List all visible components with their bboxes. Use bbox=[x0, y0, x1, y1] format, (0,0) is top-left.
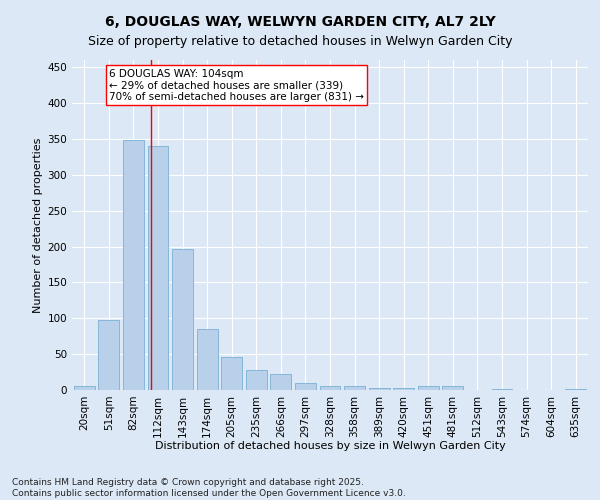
Text: Size of property relative to detached houses in Welwyn Garden City: Size of property relative to detached ho… bbox=[88, 35, 512, 48]
Text: Contains HM Land Registry data © Crown copyright and database right 2025.
Contai: Contains HM Land Registry data © Crown c… bbox=[12, 478, 406, 498]
Bar bbox=[393, 388, 414, 390]
Bar bbox=[442, 386, 463, 390]
Bar bbox=[418, 386, 439, 390]
Bar bbox=[123, 140, 144, 390]
Y-axis label: Number of detached properties: Number of detached properties bbox=[33, 138, 43, 312]
Bar bbox=[271, 374, 292, 390]
Bar bbox=[246, 370, 267, 390]
Bar bbox=[197, 329, 218, 390]
Bar bbox=[320, 386, 340, 390]
Bar bbox=[565, 388, 586, 390]
Bar bbox=[148, 146, 169, 390]
Bar bbox=[368, 388, 389, 390]
Bar bbox=[491, 388, 512, 390]
Bar bbox=[98, 320, 119, 390]
Bar bbox=[344, 386, 365, 390]
X-axis label: Distribution of detached houses by size in Welwyn Garden City: Distribution of detached houses by size … bbox=[155, 441, 505, 451]
Text: 6 DOUGLAS WAY: 104sqm
← 29% of detached houses are smaller (339)
70% of semi-det: 6 DOUGLAS WAY: 104sqm ← 29% of detached … bbox=[109, 68, 364, 102]
Bar bbox=[74, 386, 95, 390]
Text: 6, DOUGLAS WAY, WELWYN GARDEN CITY, AL7 2LY: 6, DOUGLAS WAY, WELWYN GARDEN CITY, AL7 … bbox=[104, 15, 496, 29]
Bar bbox=[172, 248, 193, 390]
Bar bbox=[221, 357, 242, 390]
Bar bbox=[295, 383, 316, 390]
